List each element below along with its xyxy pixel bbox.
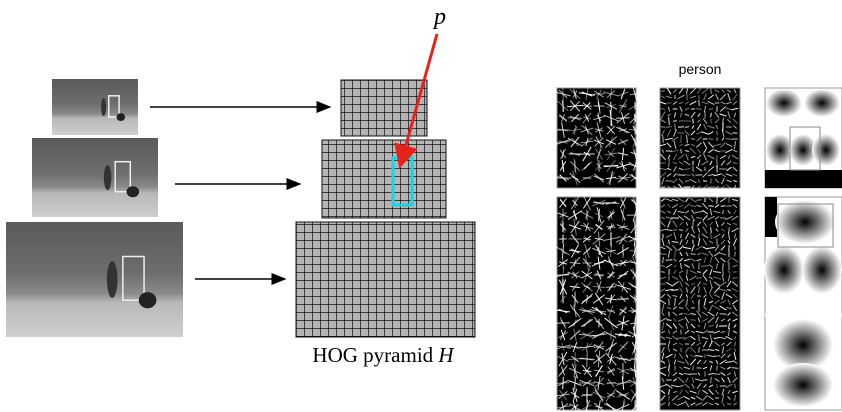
hog-cell <box>666 260 673 261</box>
hog-cell <box>723 269 724 275</box>
hog-cell <box>705 354 706 358</box>
hog-cell <box>557 275 569 276</box>
deformation <box>812 134 840 166</box>
hog-cell <box>732 278 737 279</box>
hog-level <box>296 222 475 337</box>
hog-cell <box>717 131 718 136</box>
dog <box>139 292 157 308</box>
caption-symbol: H <box>437 343 455 367</box>
hog-cell <box>735 252 736 257</box>
hog-cell <box>703 139 708 140</box>
part-deformations <box>764 88 842 410</box>
photo <box>6 222 183 337</box>
hog-cell <box>679 314 683 315</box>
runner <box>104 165 112 190</box>
runner <box>101 98 106 116</box>
deformation <box>764 246 804 294</box>
photo <box>32 138 158 217</box>
hog-cell <box>678 133 684 134</box>
image-pyramid <box>6 79 183 337</box>
hog-cell <box>677 338 685 339</box>
deformation <box>765 170 842 188</box>
hog-cell <box>717 384 718 389</box>
hog-cell <box>723 263 724 268</box>
deformation <box>765 197 777 237</box>
hog-cell <box>675 250 676 258</box>
deformation <box>804 89 840 117</box>
hog-cell <box>699 100 700 106</box>
hog-cell <box>723 210 724 214</box>
deformation <box>766 89 802 117</box>
page: p HOG pyramid H person (() => { const da… <box>0 0 842 412</box>
hog-cell <box>666 127 672 128</box>
hog-cell <box>599 247 600 255</box>
point-label: p <box>432 4 446 30</box>
hog-cell <box>675 123 676 130</box>
figure: p HOG pyramid H person <box>0 0 842 412</box>
hog-cell <box>729 227 730 232</box>
hog-filter <box>557 197 636 410</box>
hog-cell <box>699 300 700 305</box>
hog-cell <box>672 242 679 243</box>
photo <box>52 79 138 135</box>
hog-pyramid <box>296 34 475 337</box>
deformation <box>775 200 835 244</box>
class-label: person <box>679 61 722 77</box>
hog-level <box>341 80 427 136</box>
dog <box>127 186 140 197</box>
deformation <box>773 363 833 407</box>
deformation <box>802 246 842 294</box>
pyramid-caption: HOG pyramid H <box>312 343 455 367</box>
hog-cell <box>711 88 712 94</box>
hog-level <box>322 140 446 218</box>
hog-cell <box>719 314 726 315</box>
runner <box>107 261 118 298</box>
hog-cell <box>721 206 726 207</box>
hog-cell <box>661 91 665 92</box>
hog-cell <box>663 135 664 143</box>
hog-cell <box>669 159 670 167</box>
hog-cell <box>593 94 604 95</box>
hog-filters <box>555 87 740 412</box>
hog-cell <box>679 308 684 309</box>
hog-cell <box>717 365 718 370</box>
caption-text: HOG pyramid <box>312 343 433 367</box>
hog-cell <box>729 245 730 251</box>
dog <box>117 113 126 121</box>
hog-cell <box>717 196 718 203</box>
hog-cell <box>699 335 700 342</box>
hog-cell <box>665 181 673 182</box>
hog-cell <box>679 230 683 231</box>
